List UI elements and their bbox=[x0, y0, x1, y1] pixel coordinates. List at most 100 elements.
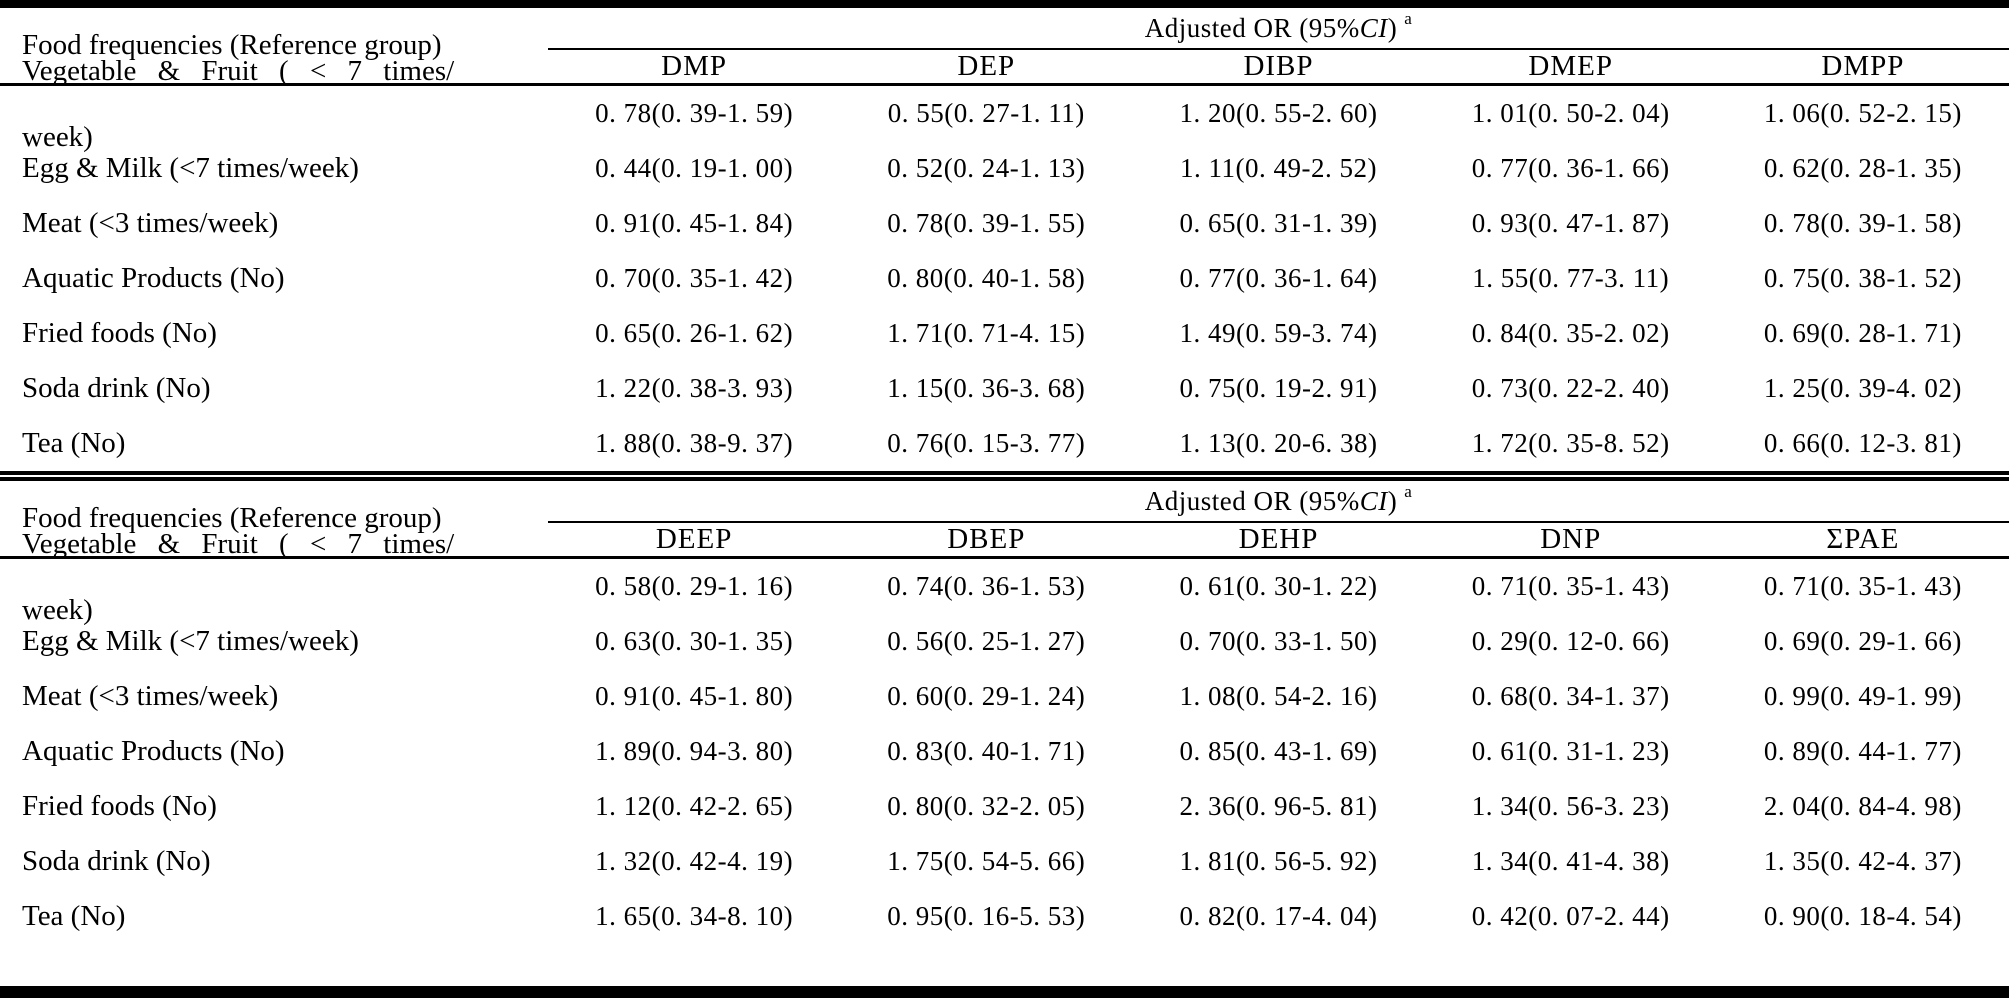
column-header: DBEP bbox=[947, 523, 1026, 555]
or-value: 0. 42(0. 07-2. 44) bbox=[1471, 901, 1670, 931]
or-value: 0. 76(0. 15-3. 77) bbox=[887, 428, 1086, 458]
or-value: 0. 52(0. 24-1. 13) bbox=[887, 153, 1086, 183]
column-header: ΣPAE bbox=[1826, 523, 1900, 555]
or-value: 0. 71(0. 35-1. 43) bbox=[1471, 571, 1670, 601]
or-value: 0. 77(0. 36-1. 66) bbox=[1471, 153, 1670, 183]
table-body: Vegetable & Fruit ( < 7 times/week) 0. 58… bbox=[0, 529, 2009, 944]
table-row: Aquatic Products (No) 0. 70(0. 35-1. 42) 0… bbox=[0, 251, 2009, 306]
column-header: DEHP bbox=[1238, 523, 1319, 555]
or-value: 0. 68(0. 34-1. 37) bbox=[1471, 681, 1670, 711]
column-header-row: DEEP DBEP DEHP DNP ΣPAE bbox=[548, 523, 2009, 556]
table-row: Meat (<3 times/week) 0. 91(0. 45-1. 84) 0.… bbox=[0, 196, 2009, 251]
or-value: 0. 66(0. 12-3. 81) bbox=[1763, 428, 1962, 458]
or-value: 0. 60(0. 29-1. 24) bbox=[887, 681, 1086, 711]
row-label-line-1: Vegetable & Fruit ( < 7 times/ bbox=[22, 55, 455, 87]
row-label: Aquatic Products (No) bbox=[22, 262, 285, 294]
or-value: 0. 61(0. 30-1. 22) bbox=[1179, 571, 1378, 601]
table-row: Fried foods (No) 1. 12(0. 42-2. 65) 0. 80(… bbox=[0, 779, 2009, 834]
or-value: 0. 63(0. 30-1. 35) bbox=[595, 626, 794, 656]
or-value: 1. 49(0. 59-3. 74) bbox=[1179, 318, 1378, 348]
adjusted-or-label: Adjusted OR (95% bbox=[1144, 485, 1360, 516]
row-label-line-1: Vegetable & Fruit ( < 7 times/ bbox=[22, 528, 455, 560]
or-value: 1. 01(0. 50-2. 04) bbox=[1471, 98, 1670, 128]
ci-italic: CI bbox=[1359, 485, 1388, 516]
or-value: 0. 69(0. 28-1. 71) bbox=[1763, 318, 1962, 348]
or-value: 0. 91(0. 45-1. 84) bbox=[595, 208, 794, 238]
or-value: 1. 88(0. 38-9. 37) bbox=[595, 428, 794, 458]
or-value: 1. 34(0. 56-3. 23) bbox=[1471, 791, 1670, 821]
adjusted-or-suffix: ) bbox=[1387, 485, 1398, 516]
table-header: Food frequencies (Reference group) Adjus… bbox=[0, 8, 2009, 86]
row-label: Fried foods (No) bbox=[22, 790, 217, 822]
or-value: 0. 70(0. 33-1. 50) bbox=[1179, 626, 1378, 656]
or-value: 2. 36(0. 96-5. 81) bbox=[1179, 791, 1378, 821]
row-label: Soda drink (No) bbox=[22, 845, 211, 877]
column-header: DMP bbox=[661, 50, 728, 82]
or-value: 0. 29(0. 12-0. 66) bbox=[1471, 626, 1670, 656]
or-value: 0. 78(0. 39-1. 55) bbox=[887, 208, 1086, 238]
or-value: 1. 81(0. 56-5. 92) bbox=[1179, 846, 1378, 876]
or-value: 2. 04(0. 84-4. 98) bbox=[1763, 791, 1962, 821]
table-row: Vegetable & Fruit ( < 7 times/week) 0. 78… bbox=[0, 56, 2009, 152]
adjusted-or-spanner: Adjusted OR (95% CI) a bbox=[548, 8, 2009, 50]
table-body: Vegetable & Fruit ( < 7 times/week) 0. 78… bbox=[0, 56, 2009, 471]
row-label: Meat (<3 times/week) bbox=[22, 680, 279, 712]
or-value: 0. 91(0. 45-1. 80) bbox=[595, 681, 794, 711]
or-value: 0. 44(0. 19-1. 00) bbox=[595, 153, 794, 183]
row-label: Tea (No) bbox=[22, 900, 126, 932]
or-value: 0. 73(0. 22-2. 40) bbox=[1471, 373, 1670, 403]
or-value: 0. 78(0. 39-1. 58) bbox=[1763, 208, 1962, 238]
corner-header: Food frequencies (Reference group) bbox=[22, 29, 442, 61]
or-value: 1. 75(0. 54-5. 66) bbox=[887, 846, 1086, 876]
or-value: 0. 93(0. 47-1. 87) bbox=[1471, 208, 1670, 238]
column-header: DMPP bbox=[1821, 50, 1905, 82]
or-value: 1. 25(0. 39-4. 02) bbox=[1763, 373, 1962, 403]
row-label: Soda drink (No) bbox=[22, 372, 211, 404]
footnote-superscript: a bbox=[1404, 482, 1413, 501]
header-right: Adjusted OR (95% CI) a DEEP DBEP DEHP DNP … bbox=[548, 481, 2009, 556]
row-label: Meat (<3 times/week) bbox=[22, 207, 279, 239]
table-row: Aquatic Products (No) 1. 89(0. 94-3. 80) 0… bbox=[0, 724, 2009, 779]
column-header: DEP bbox=[957, 50, 1016, 82]
or-value: 0. 58(0. 29-1. 16) bbox=[595, 571, 794, 601]
table-row: Soda drink (No) 1. 32(0. 42-4. 19) 1. 75(0… bbox=[0, 834, 2009, 889]
or-table-upper: Food frequencies (Reference group) Adjus… bbox=[0, 8, 2009, 471]
column-header: DMEP bbox=[1528, 50, 1613, 82]
or-value: 0. 70(0. 35-1. 42) bbox=[595, 263, 794, 293]
or-value: 1. 35(0. 42-4. 37) bbox=[1763, 846, 1962, 876]
row-label: Fried foods (No) bbox=[22, 317, 217, 349]
or-value: 1. 32(0. 42-4. 19) bbox=[595, 846, 794, 876]
corner-header: Food frequencies (Reference group) bbox=[22, 502, 442, 534]
adjusted-or-label: Adjusted OR (95% bbox=[1144, 12, 1360, 43]
table-row: Vegetable & Fruit ( < 7 times/week) 0. 58… bbox=[0, 529, 2009, 625]
table-row: Tea (No) 1. 65(0. 34-8. 10) 0. 95(0. 16-5.… bbox=[0, 889, 2009, 944]
row-label: Aquatic Products (No) bbox=[22, 735, 285, 767]
row-label: Egg & Milk (<7 times/week) bbox=[22, 152, 359, 184]
or-value: 0. 80(0. 32-2. 05) bbox=[887, 791, 1086, 821]
or-value: 1. 12(0. 42-2. 65) bbox=[595, 791, 794, 821]
or-value: 0. 77(0. 36-1. 64) bbox=[1179, 263, 1378, 293]
table-header: Food frequencies (Reference group) Adjus… bbox=[0, 481, 2009, 559]
row-label-line-2: week) bbox=[22, 121, 93, 153]
adjusted-or-suffix: ) bbox=[1387, 12, 1398, 43]
or-value: 0. 89(0. 44-1. 77) bbox=[1763, 736, 1962, 766]
or-value: 0. 71(0. 35-1. 43) bbox=[1763, 571, 1962, 601]
or-value: 1. 71(0. 71-4. 15) bbox=[887, 318, 1086, 348]
or-value: 0. 62(0. 28-1. 35) bbox=[1763, 153, 1962, 183]
or-value: 0. 75(0. 19-2. 91) bbox=[1179, 373, 1378, 403]
table-row: Meat (<3 times/week) 0. 91(0. 45-1. 80) 0.… bbox=[0, 669, 2009, 724]
adjusted-or-spanner: Adjusted OR (95% CI) a bbox=[548, 481, 2009, 523]
or-value: 1. 89(0. 94-3. 80) bbox=[595, 736, 794, 766]
or-value: 0. 69(0. 29-1. 66) bbox=[1763, 626, 1962, 656]
or-value: 0. 80(0. 40-1. 58) bbox=[887, 263, 1086, 293]
or-value: 0. 83(0. 40-1. 71) bbox=[887, 736, 1086, 766]
or-value: 0. 65(0. 31-1. 39) bbox=[1179, 208, 1378, 238]
or-value: 0. 90(0. 18-4. 54) bbox=[1763, 901, 1962, 931]
or-value: 1. 34(0. 41-4. 38) bbox=[1471, 846, 1670, 876]
row-label: Egg & Milk (<7 times/week) bbox=[22, 625, 359, 657]
table-row: Tea (No) 1. 88(0. 38-9. 37) 0. 76(0. 15-3.… bbox=[0, 416, 2009, 471]
column-header: DNP bbox=[1540, 523, 1602, 555]
column-header: DEEP bbox=[655, 523, 733, 555]
row-label: Tea (No) bbox=[22, 427, 126, 459]
